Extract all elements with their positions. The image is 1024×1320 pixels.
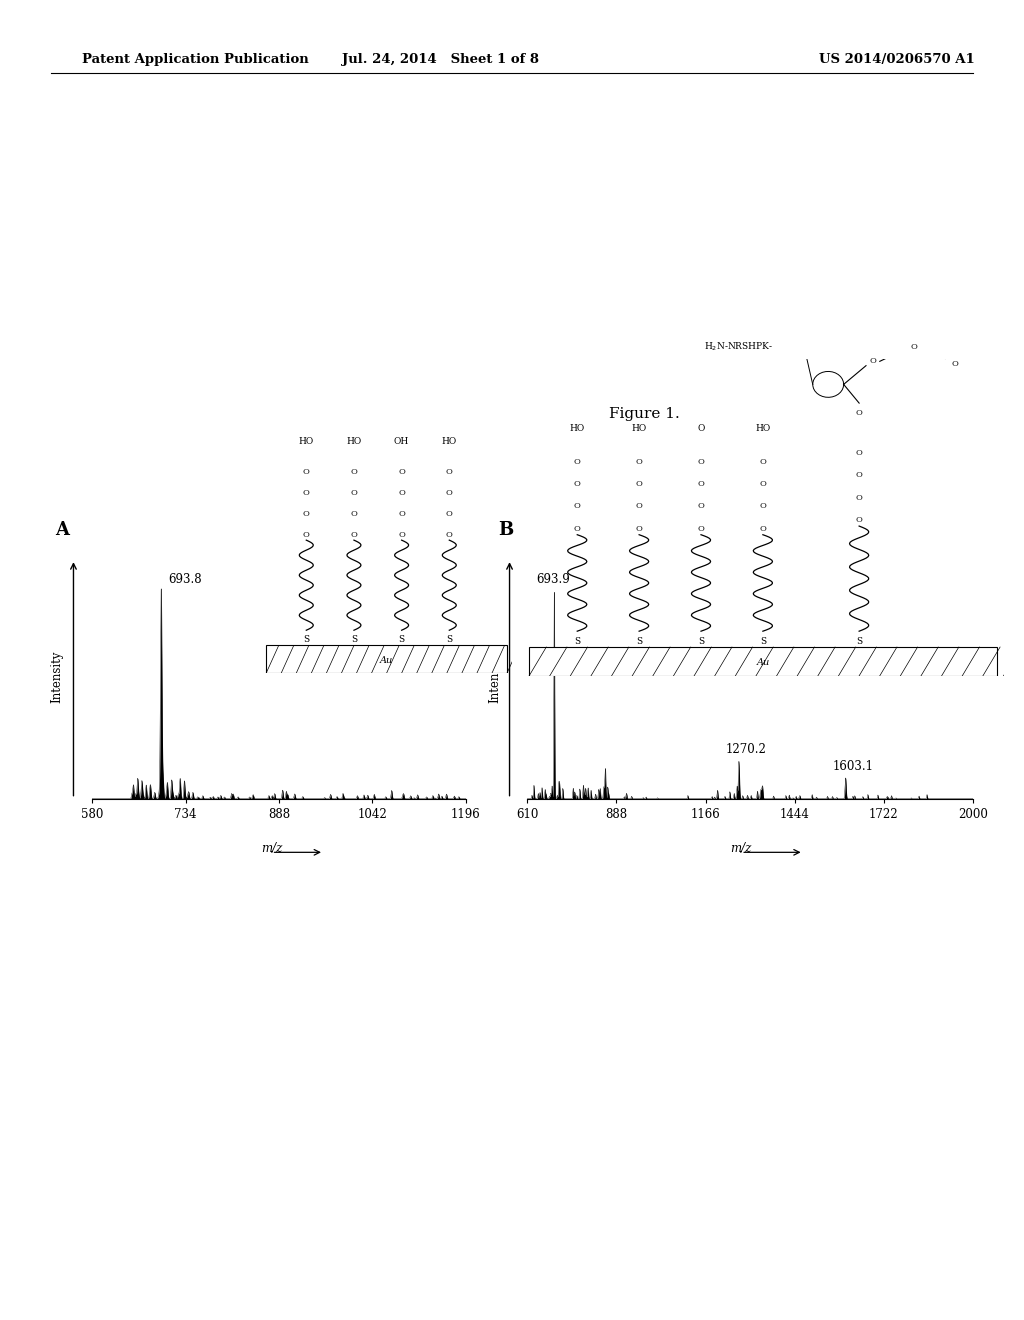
Text: S: S — [636, 636, 642, 645]
Text: 1270.2: 1270.2 — [726, 743, 767, 756]
Text: US 2014/0206570 A1: US 2014/0206570 A1 — [819, 53, 975, 66]
Text: S: S — [398, 635, 404, 644]
Text: Au: Au — [757, 659, 769, 668]
Text: O: O — [856, 471, 862, 479]
Bar — [529, 647, 996, 676]
Text: O: O — [350, 510, 357, 517]
Text: HO: HO — [346, 437, 361, 446]
Text: O: O — [697, 424, 705, 433]
Text: O: O — [697, 525, 705, 533]
Text: O: O — [856, 449, 862, 457]
Text: O: O — [445, 469, 453, 477]
Text: A: A — [55, 521, 69, 539]
Text: O: O — [636, 503, 642, 511]
Text: O: O — [303, 531, 309, 539]
Text: O: O — [697, 458, 705, 466]
Text: O: O — [760, 525, 766, 533]
Text: O: O — [636, 480, 642, 488]
Text: S: S — [303, 635, 309, 644]
Text: Patent Application Publication: Patent Application Publication — [82, 53, 308, 66]
Text: O: O — [573, 503, 581, 511]
Text: H$_2$N-NRSHPK-: H$_2$N-NRSHPK- — [703, 341, 773, 354]
Text: O: O — [573, 480, 581, 488]
Text: S: S — [698, 636, 705, 645]
Text: S: S — [760, 636, 766, 645]
Text: Au: Au — [380, 656, 393, 665]
Text: HO: HO — [569, 424, 585, 433]
Text: O: O — [398, 488, 406, 498]
Text: O: O — [573, 525, 581, 533]
Text: O: O — [697, 480, 705, 488]
Text: Intensity: Intensity — [488, 651, 502, 702]
Text: 693.8: 693.8 — [169, 573, 202, 586]
Bar — [266, 645, 507, 673]
Text: O: O — [869, 358, 877, 366]
Text: O: O — [445, 488, 453, 498]
Text: m/z: m/z — [261, 842, 283, 855]
Text: O: O — [760, 503, 766, 511]
Text: O: O — [303, 510, 309, 517]
Text: O: O — [856, 516, 862, 524]
Text: O: O — [398, 510, 406, 517]
Text: O: O — [303, 469, 309, 477]
Text: HO: HO — [632, 424, 647, 433]
Text: HO: HO — [441, 437, 457, 446]
Text: O: O — [636, 458, 642, 466]
Text: S: S — [856, 636, 862, 645]
Text: HO: HO — [756, 424, 770, 433]
Text: O: O — [697, 503, 705, 511]
Text: O: O — [760, 458, 766, 466]
Text: O: O — [445, 510, 453, 517]
Text: 693.9: 693.9 — [537, 573, 570, 586]
Text: O: O — [303, 488, 309, 498]
Text: O: O — [856, 409, 862, 417]
Text: S: S — [446, 635, 453, 644]
Text: O: O — [952, 360, 958, 368]
Text: m/z: m/z — [730, 842, 752, 855]
Text: HO: HO — [299, 437, 314, 446]
Text: O: O — [350, 488, 357, 498]
Text: O: O — [350, 531, 357, 539]
Text: S: S — [574, 636, 581, 645]
Text: O: O — [760, 480, 766, 488]
Text: O: O — [445, 531, 453, 539]
Text: OH: OH — [394, 437, 410, 446]
Text: Intensity: Intensity — [50, 651, 63, 702]
Text: 1603.1: 1603.1 — [833, 759, 873, 772]
Text: O: O — [910, 343, 918, 351]
Text: O: O — [398, 469, 406, 477]
Text: S: S — [351, 635, 357, 644]
Text: Figure 1.: Figure 1. — [609, 408, 680, 421]
Text: O: O — [350, 469, 357, 477]
Text: O: O — [398, 531, 406, 539]
Text: B: B — [499, 521, 514, 539]
Text: Jul. 24, 2014   Sheet 1 of 8: Jul. 24, 2014 Sheet 1 of 8 — [342, 53, 539, 66]
Text: O: O — [856, 494, 862, 502]
Text: O: O — [573, 458, 581, 466]
Text: O: O — [636, 525, 642, 533]
